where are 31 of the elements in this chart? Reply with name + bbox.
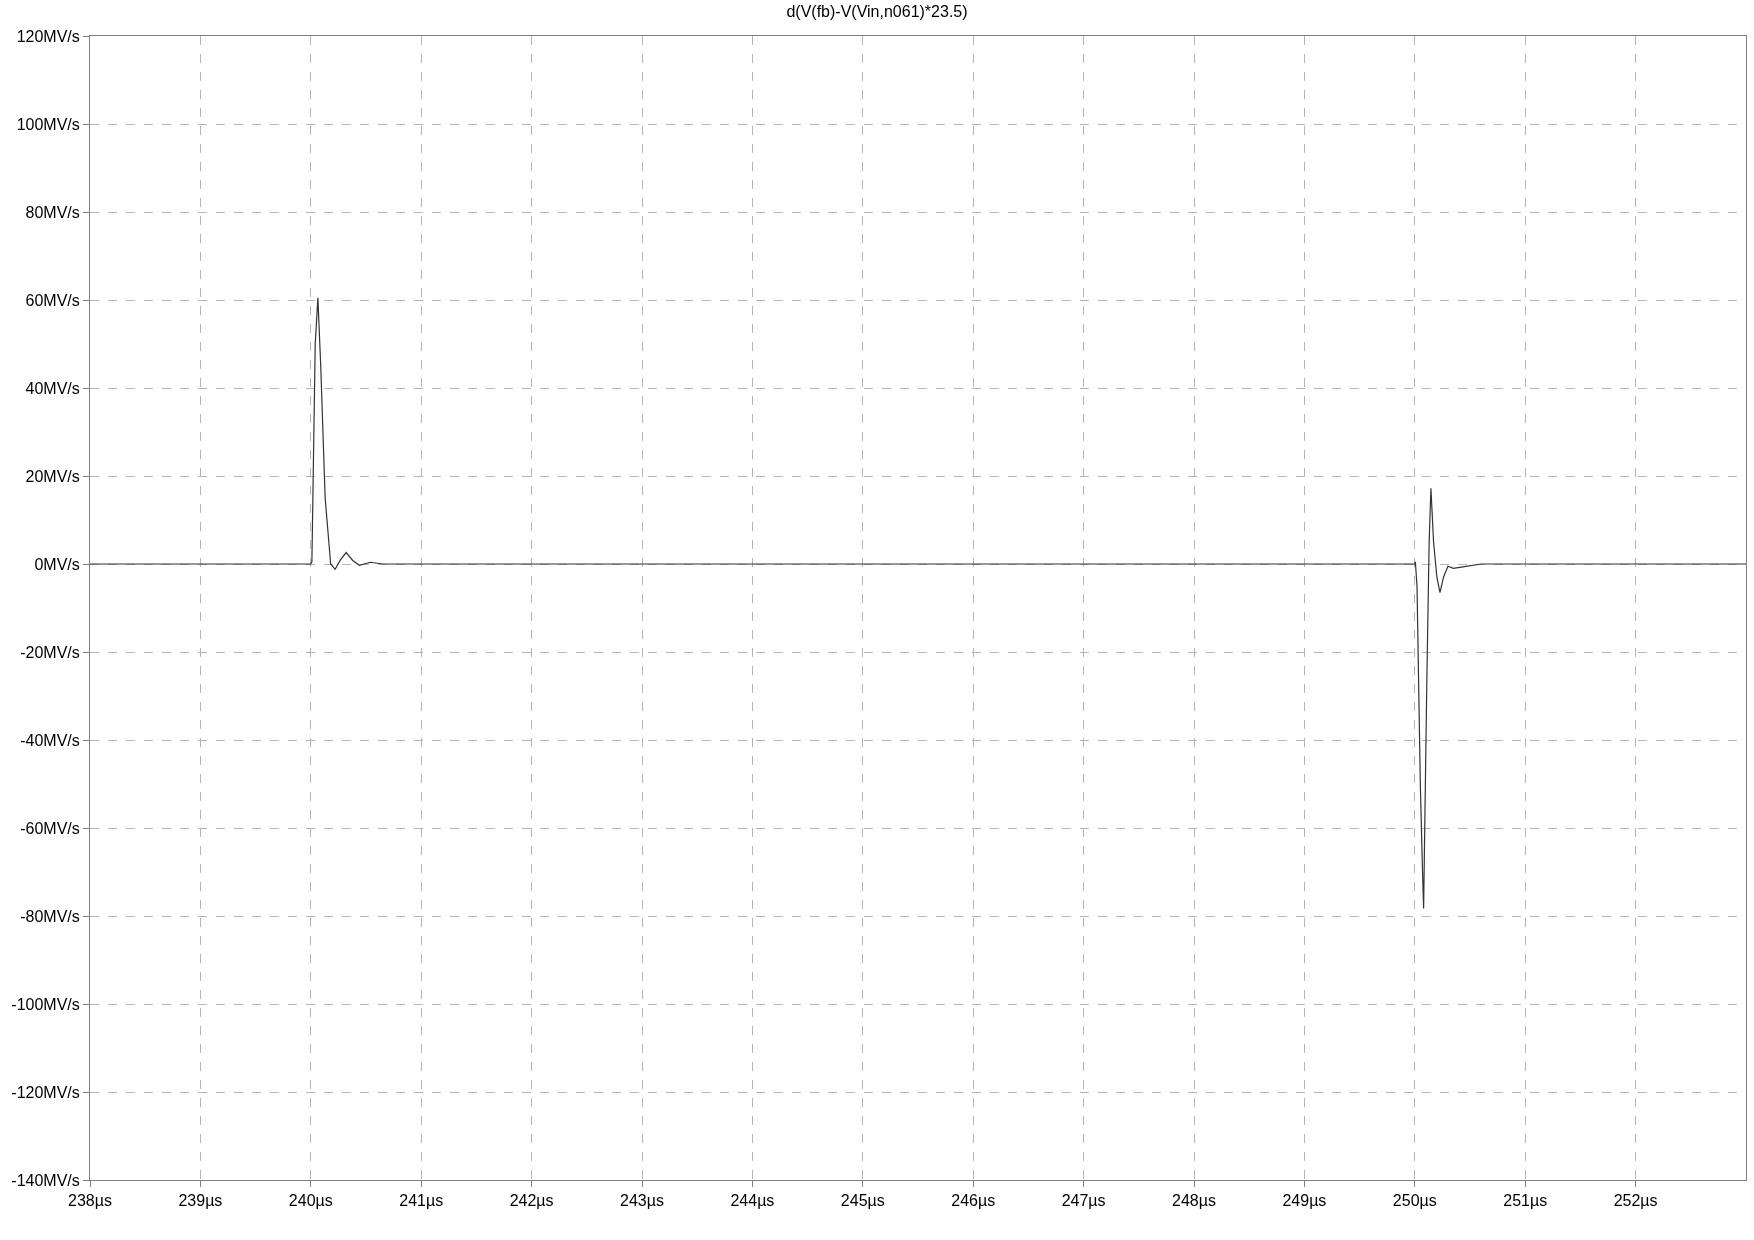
x-tick-label: 243µs xyxy=(620,1192,664,1210)
y-tick-label: 80MV/s xyxy=(25,203,80,221)
x-tick-label: 252µs xyxy=(1613,1192,1658,1210)
x-tick-label: 242µs xyxy=(509,1192,554,1210)
chart-title: d(V(fb)-V(Vin,n061)*23.5) xyxy=(786,3,968,21)
y-tick-label: -80MV/s xyxy=(20,907,80,925)
y-tick-label: 60MV/s xyxy=(25,291,80,309)
x-tick-label: 250µs xyxy=(1392,1192,1437,1210)
y-tick-label: -120MV/s xyxy=(11,1083,80,1101)
y-tick-label: 40MV/s xyxy=(25,379,80,397)
line-series xyxy=(90,297,1746,910)
x-tick-label: 249µs xyxy=(1282,1192,1327,1210)
x-tick-label: 241µs xyxy=(399,1192,444,1210)
y-tick-label: 100MV/s xyxy=(16,115,80,133)
x-tick-label: 244µs xyxy=(730,1192,775,1210)
y-tick-label: 0MV/s xyxy=(34,555,80,573)
x-tick-label: 239µs xyxy=(178,1192,223,1210)
y-tick-label: -100MV/s xyxy=(11,995,80,1013)
x-tick-label: 245µs xyxy=(840,1192,885,1210)
y-tick-label: -40MV/s xyxy=(20,731,80,749)
x-tick-label: 247µs xyxy=(1061,1192,1106,1210)
x-tick-label: 240µs xyxy=(288,1192,333,1210)
y-tick-label: -140MV/s xyxy=(11,1171,80,1189)
y-tick-label: 20MV/s xyxy=(25,467,80,485)
x-tick-label: 238µs xyxy=(68,1192,112,1210)
x-tick-label: 248µs xyxy=(1172,1192,1216,1210)
x-tick-label: 246µs xyxy=(951,1192,996,1210)
y-tick-label: -20MV/s xyxy=(20,643,80,661)
y-tick-label: 120MV/s xyxy=(16,27,80,45)
y-tick-label: -60MV/s xyxy=(20,819,80,837)
x-tick-label: 251µs xyxy=(1503,1192,1548,1210)
